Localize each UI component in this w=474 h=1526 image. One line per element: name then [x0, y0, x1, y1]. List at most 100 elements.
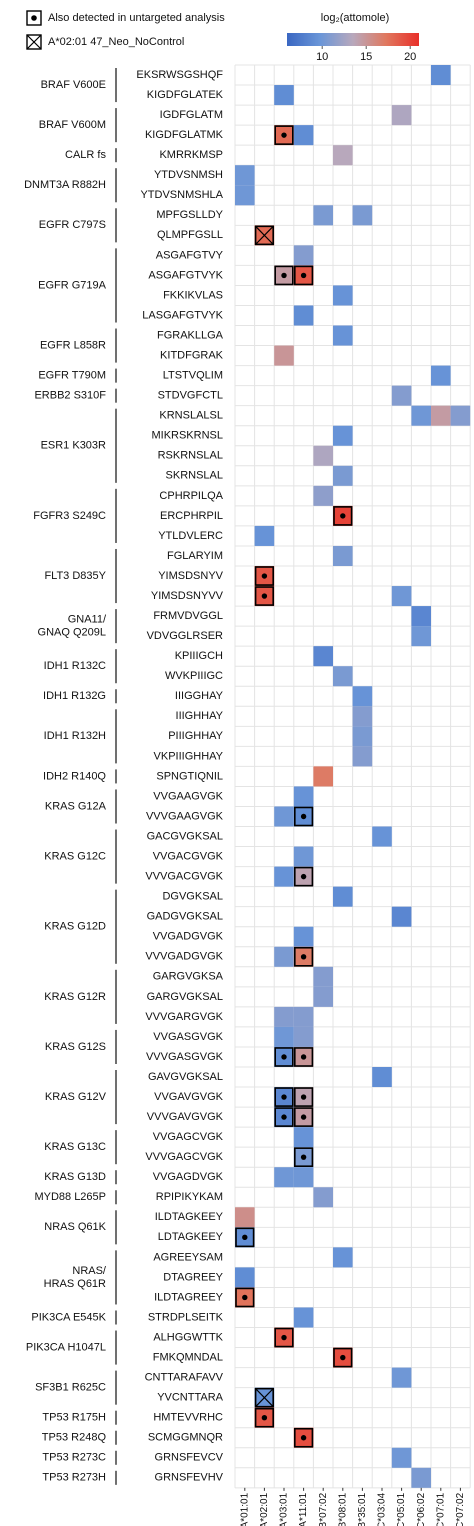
- heatmap-cell: [391, 586, 412, 607]
- marker-box: [293, 265, 314, 286]
- x-tick-label: C*07:01: [435, 1492, 446, 1526]
- marker-dot: [300, 954, 307, 960]
- group-label: BRAF V600M: [39, 119, 106, 131]
- marker-dot: [281, 1054, 287, 1060]
- peptide-label: FRMVDVGGL: [153, 610, 223, 622]
- group-label: IDH2 R140Q: [43, 770, 106, 782]
- peptide-label: CNTTARAFAVV: [145, 1372, 224, 1384]
- marker-box: [254, 225, 275, 246]
- group-label: TP53 R175H: [42, 1412, 106, 1424]
- marker-box: [254, 1407, 275, 1428]
- heatmap-cell: [333, 886, 353, 907]
- peptide-label: KIGDFGLATMK: [145, 129, 224, 141]
- marker-box: [333, 1347, 353, 1368]
- peptide-label: VVVGAVGVGK: [147, 1111, 224, 1123]
- x-tick-label: C*06:02: [416, 1492, 427, 1526]
- heatmap-cell: [274, 1006, 294, 1027]
- x-tick-label: C*05:01: [396, 1492, 407, 1526]
- marker-box: [235, 1287, 255, 1308]
- legend-dot: [31, 15, 37, 21]
- peptide-label: DTAGREEY: [163, 1271, 223, 1283]
- group-label: IDH1 R132H: [44, 730, 106, 742]
- heatmap-cell: [254, 525, 275, 546]
- marker-cross: [255, 225, 274, 245]
- heatmap-cell: [333, 545, 353, 566]
- heatmap-cell: [293, 1026, 314, 1047]
- heatmap-cell: [352, 706, 373, 727]
- peptide-label: DGVGKSAL: [162, 891, 223, 903]
- peptide-label: VVGASGVGK: [153, 1031, 223, 1043]
- marker-dot: [261, 1415, 268, 1421]
- heatmap-cell: [313, 646, 333, 667]
- marker-box: [274, 125, 294, 145]
- peptide-label: GARGVGKSA: [153, 971, 224, 983]
- marker-dot: [300, 1114, 307, 1120]
- marker-box: [293, 866, 314, 887]
- x-tick-label: B*35:01: [357, 1492, 368, 1526]
- heatmap-cell: [333, 325, 353, 346]
- marker-box: [293, 1087, 314, 1107]
- group-label: GNAQ Q209L: [38, 627, 106, 639]
- x-tick-label: A*03:01: [279, 1492, 290, 1526]
- marker-dot: [340, 1354, 346, 1361]
- peptide-label: GADGVGKSAL: [147, 911, 223, 923]
- group-label: KRAS G12S: [45, 1041, 106, 1053]
- peptide-label: GAVGVGKSAL: [148, 1071, 223, 1083]
- heatmap-cell: [391, 105, 412, 126]
- heatmap-cell: [293, 846, 314, 867]
- peptide-label: VVGAGDVGK: [153, 1171, 224, 1183]
- peptide-label: SKRNSLAL: [166, 470, 223, 482]
- peptide-label: STRDPLSEITK: [148, 1311, 224, 1323]
- marker-dot: [300, 813, 307, 820]
- group-label: PIK3CA E545K: [31, 1311, 106, 1323]
- marker-cross: [255, 1388, 274, 1408]
- peptide-label: VVVGACGVGK: [145, 871, 223, 883]
- peptide-label: ERCPHRPIL: [160, 510, 223, 522]
- group-label: ESR1 K303R: [41, 440, 106, 452]
- heatmap-cell: [411, 405, 431, 426]
- heatmap-cell: [431, 65, 451, 86]
- peptide-label: VDVGGLRSER: [147, 630, 223, 642]
- group-label: EGFR T790M: [38, 370, 106, 382]
- colorbar: [287, 33, 419, 46]
- x-tick-label: C*07:02: [455, 1492, 466, 1526]
- group-label: KRAS G12R: [44, 991, 106, 1003]
- group-label: NRAS Q61K: [44, 1221, 106, 1233]
- peptide-label: VKPIIIGHHAY: [154, 750, 224, 762]
- peptide-label: MPFGSLLDY: [156, 209, 223, 221]
- marker-dot: [300, 272, 307, 279]
- marker-box: [293, 1427, 314, 1448]
- marker-dot: [300, 1094, 307, 1100]
- marker-dot: [281, 1094, 287, 1100]
- heatmap-cell: [411, 1467, 431, 1488]
- marker-box: [274, 1327, 294, 1348]
- marker-box: [293, 806, 314, 827]
- heatmap-cell: [391, 1447, 412, 1468]
- peptide-label: FMKQMNDAL: [153, 1351, 223, 1363]
- marker-box: [293, 1107, 314, 1127]
- heatmap-cell: [235, 1207, 255, 1228]
- group-label: CALR fs: [65, 149, 106, 161]
- marker-dot: [300, 873, 307, 880]
- peptide-label: LTSTVQLIM: [163, 370, 223, 382]
- heatmap-cell: [431, 405, 451, 426]
- peptide-label: RPIPIKYKAM: [156, 1191, 223, 1203]
- heatmap-cell: [411, 606, 431, 627]
- peptide-label: IIIGGHAY: [175, 690, 224, 702]
- peptide-label: GARGVGKSAL: [147, 991, 223, 1003]
- peptide-label: PIIIGHHAY: [168, 730, 223, 742]
- heatmap-cell: [313, 485, 333, 506]
- group-label: TP53 R273H: [42, 1472, 106, 1484]
- peptide-label: FGLARYIM: [167, 550, 223, 562]
- peptide-label: VVVGAAGVGK: [146, 810, 224, 822]
- group-label: KRAS G12D: [44, 921, 106, 933]
- heatmap-cell: [313, 966, 333, 987]
- marker-box: [235, 1227, 255, 1248]
- peptide-label: EKSRWSGSHQF: [136, 69, 223, 81]
- marker-box: [274, 1047, 294, 1067]
- marker-dot: [261, 593, 268, 599]
- peptide-label: STDVGFCTL: [158, 390, 223, 402]
- peptide-label: AGREEYSAM: [153, 1251, 223, 1263]
- peptide-label: ASGAFGTVYK: [148, 269, 223, 281]
- peptide-label: VVGACGVGK: [153, 850, 224, 862]
